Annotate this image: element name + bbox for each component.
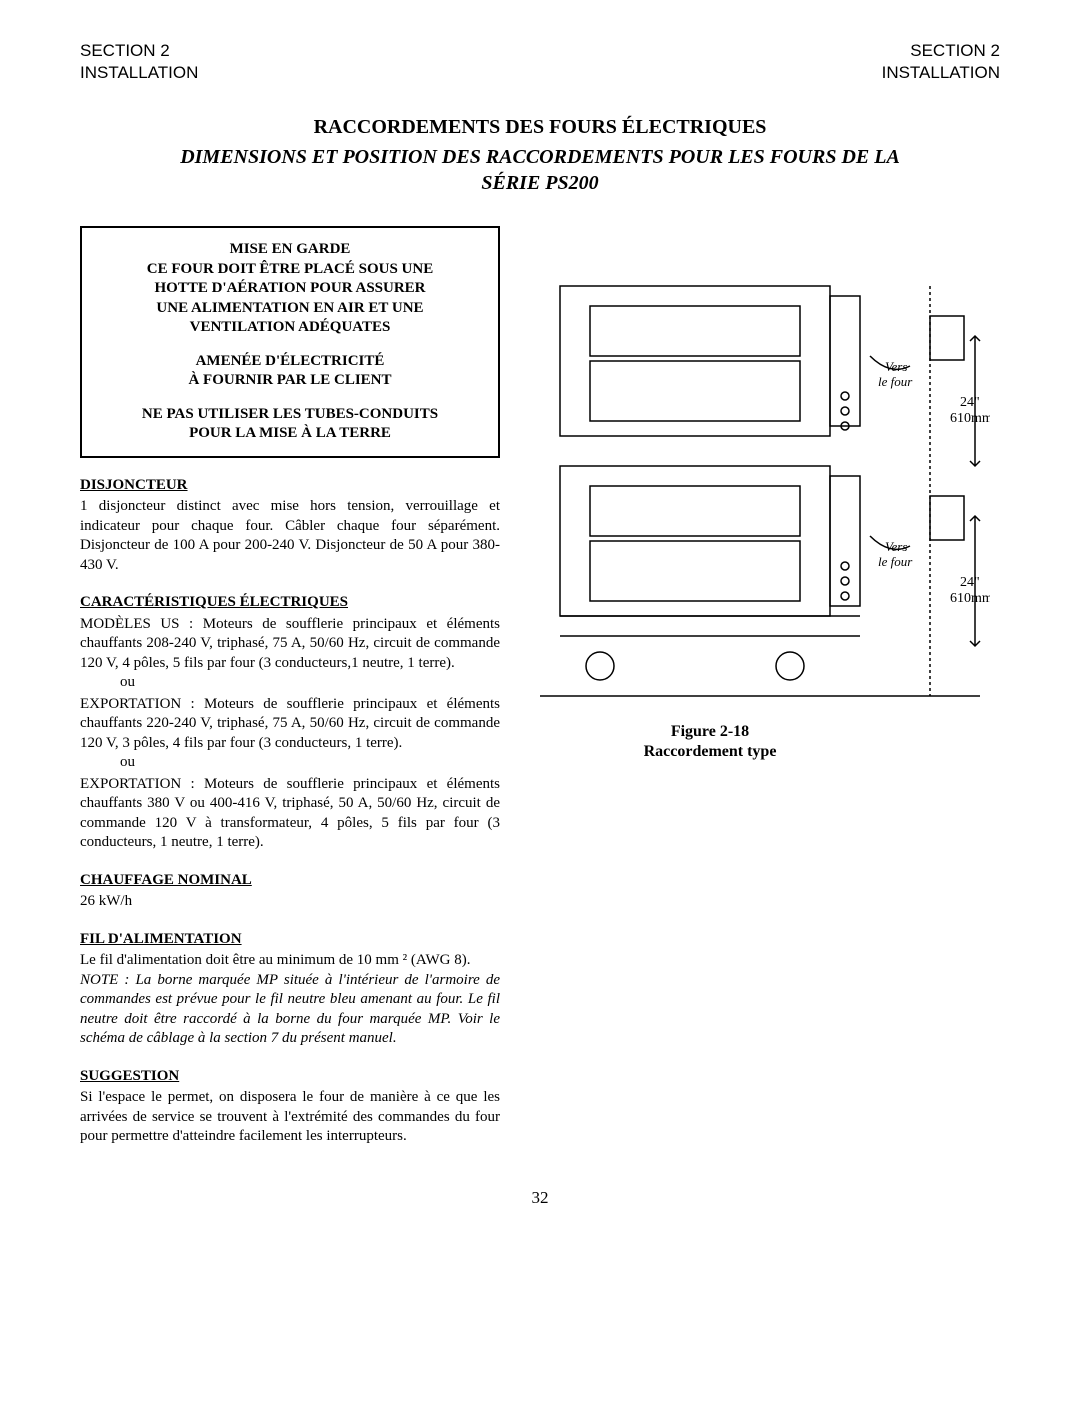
- fil-note: NOTE : La borne marquée MP située à l'in…: [80, 971, 500, 1049]
- fig-caption2: Raccordement type: [644, 743, 777, 760]
- fil-body: Le fil d'alimentation doit être au minim…: [80, 951, 500, 971]
- lefour-label-2: le four: [878, 554, 913, 569]
- header-right-line2: INSTALLATION: [882, 62, 1000, 84]
- page-number: 32: [80, 1187, 1000, 1209]
- header-left-line2: INSTALLATION: [80, 62, 198, 84]
- vers-label-1: Vers: [885, 359, 907, 374]
- warning-box: MISE EN GARDE CE FOUR DOIT ÊTRE PLACÉ SO…: [80, 226, 500, 458]
- ou-2: ou: [120, 753, 500, 773]
- carac-exp1: EXPORTATION : Moteurs de soufflerie prin…: [80, 695, 500, 754]
- oven-diagram-svg: Vers le four Vers le four 24" 610mm 24" …: [530, 266, 990, 806]
- warning-sub2a: NE PAS UTILISER LES TUBES-CONDUITS: [94, 405, 486, 425]
- title-main: RACCORDEMENTS DES FOURS ÉLECTRIQUES: [80, 114, 1000, 140]
- title-block: RACCORDEMENTS DES FOURS ÉLECTRIQUES DIME…: [80, 114, 1000, 196]
- warning-line3: HOTTE D'AÉRATION POUR ASSURER: [94, 279, 486, 299]
- fig-caption1: Figure 2-18: [671, 723, 749, 740]
- warning-sub1: AMENÉE D'ÉLECTRICITÉ À FOURNIR PAR LE CL…: [94, 352, 486, 391]
- warning-sub1a: AMENÉE D'ÉLECTRICITÉ: [94, 352, 486, 372]
- warning-sub2b: POUR LA MISE À LA TERRE: [94, 424, 486, 444]
- dim1-in: 24": [960, 395, 980, 410]
- content-columns: MISE EN GARDE CE FOUR DOIT ÊTRE PLACÉ SO…: [80, 226, 1000, 1147]
- header-left: SECTION 2 INSTALLATION: [80, 40, 198, 84]
- figure-2-18: Vers le four Vers le four 24" 610mm 24" …: [530, 266, 990, 806]
- dim2-in: 24": [960, 575, 980, 590]
- lefour-label-1: le four: [878, 374, 913, 389]
- warning-line1: MISE EN GARDE: [94, 240, 486, 260]
- warning-line4: UNE ALIMENTATION EN AIR ET UNE: [94, 299, 486, 319]
- warning-sub2: NE PAS UTILISER LES TUBES-CONDUITS POUR …: [94, 405, 486, 444]
- right-column: Vers le four Vers le four 24" 610mm 24" …: [520, 226, 1000, 1147]
- suggestion-head: SUGGESTION: [80, 1067, 500, 1087]
- chauffage-body: 26 kW/h: [80, 892, 500, 912]
- warning-line5: VENTILATION ADÉQUATES: [94, 318, 486, 338]
- carac-exp2: EXPORTATION : Moteurs de soufflerie prin…: [80, 775, 500, 853]
- title-sub2: SÉRIE PS200: [80, 170, 1000, 196]
- carac-head: CARACTÉRISTIQUES ÉLECTRIQUES: [80, 593, 500, 613]
- header-left-line1: SECTION 2: [80, 40, 198, 62]
- vers-label-2: Vers: [885, 539, 907, 554]
- title-sub: DIMENSIONS ET POSITION DES RACCORDEMENTS…: [80, 144, 1000, 170]
- warning-sub1b: À FOURNIR PAR LE CLIENT: [94, 371, 486, 391]
- dim2-mm: 610mm: [950, 591, 990, 606]
- dim1-mm: 610mm: [950, 411, 990, 426]
- left-column: MISE EN GARDE CE FOUR DOIT ÊTRE PLACÉ SO…: [80, 226, 500, 1147]
- fil-head: FIL D'ALIMENTATION: [80, 930, 500, 950]
- disjoncteur-body: 1 disjoncteur distinct avec mise hors te…: [80, 497, 500, 575]
- carac-us: MODÈLES US : Moteurs de soufflerie princ…: [80, 615, 500, 674]
- disjoncteur-head: DISJONCTEUR: [80, 476, 500, 496]
- warning-line2: CE FOUR DOIT ÊTRE PLACÉ SOUS UNE: [94, 260, 486, 280]
- header-right: SECTION 2 INSTALLATION: [882, 40, 1000, 84]
- page-header: SECTION 2 INSTALLATION SECTION 2 INSTALL…: [80, 40, 1000, 84]
- ou-1: ou: [120, 673, 500, 693]
- header-right-line1: SECTION 2: [882, 40, 1000, 62]
- chauffage-head: CHAUFFAGE NOMINAL: [80, 871, 500, 891]
- suggestion-body: Si l'espace le permet, on disposera le f…: [80, 1088, 500, 1147]
